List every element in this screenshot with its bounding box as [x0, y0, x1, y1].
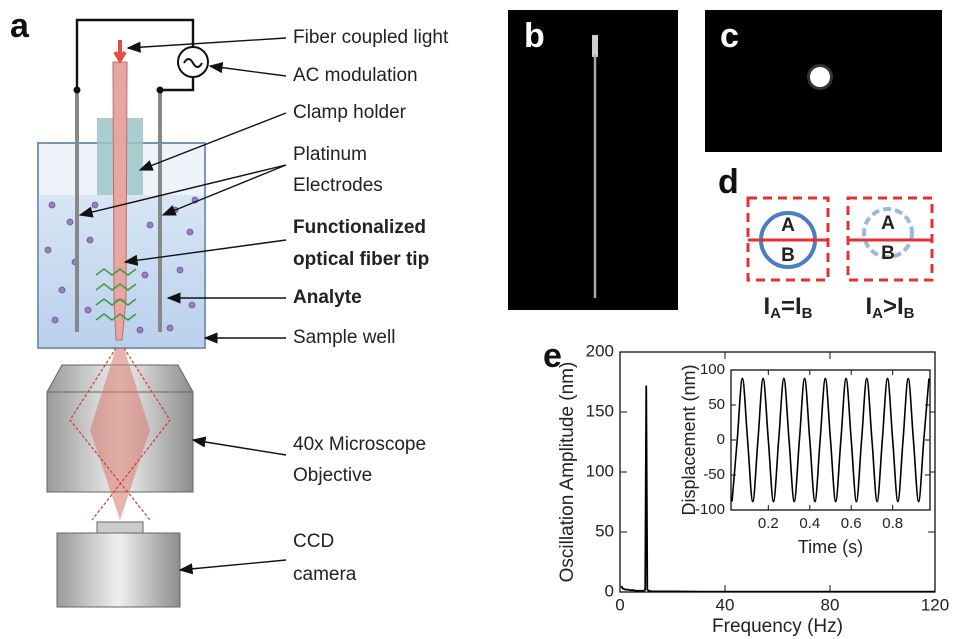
panel-label: a	[10, 7, 30, 45]
diagram-label: camera	[293, 564, 357, 585]
half-label: B	[781, 245, 795, 266]
quadrant-detector	[748, 198, 932, 280]
panel-label: b	[524, 17, 545, 55]
y-tick-label: -100	[695, 501, 725, 518]
label-part: I	[763, 293, 770, 320]
label-part: I	[865, 293, 872, 320]
setup-diagram	[38, 20, 208, 607]
x-tick-label: 0.2	[758, 515, 779, 532]
x-axis-label: Time (s)	[798, 537, 863, 557]
diagram-label: AC modulation	[293, 65, 418, 86]
diagram-label: Analyte	[293, 287, 362, 308]
half-label: B	[881, 243, 895, 264]
diagram-label: Clamp holder	[293, 102, 407, 123]
label-part: >I	[883, 293, 904, 320]
diagram-label: Fiber coupled light	[293, 27, 449, 48]
y-axis-label: Displacement (nm)	[679, 364, 699, 515]
diagram-label: optical fiber tip	[293, 249, 429, 270]
label-sub: B	[904, 305, 915, 322]
x-tick-label: 0.6	[841, 515, 862, 532]
diagram-label: Functionalized	[293, 217, 426, 238]
x-tick-label: 0.4	[799, 515, 820, 532]
diagram-label: Sample well	[293, 327, 395, 348]
x-tick-label: 0.8	[882, 515, 903, 532]
panel-label: d	[718, 163, 739, 201]
x-axis-label: Frequency (Hz)	[712, 616, 843, 637]
y-axis-label: Oscillation Amplitude (nm)	[557, 362, 578, 583]
diagram-label: Platinum	[293, 144, 367, 165]
label-sub: B	[802, 305, 813, 322]
y-tick-label: 0	[605, 581, 614, 600]
intensity-label: IA>IB	[865, 293, 914, 322]
half-label: A	[781, 215, 795, 236]
figure: Fiber coupled light AC modulation Clamp ho…	[0, 0, 961, 639]
y-tick-label: 100	[700, 361, 725, 378]
y-tick-label: 150	[586, 401, 614, 420]
label-sub: A	[770, 305, 781, 322]
x-tick-label: 80	[821, 595, 840, 614]
y-tick-label: 50	[708, 396, 725, 413]
y-tick-label: 50	[595, 521, 614, 540]
x-tick-label: 0	[615, 595, 624, 614]
diagram-labels: Fiber coupled light AC modulation Clamp ho…	[293, 27, 449, 585]
diagram-label: 40x Microscope	[293, 434, 426, 455]
label-sub: A	[872, 305, 883, 322]
y-tick-label: 100	[586, 461, 614, 480]
charts: 0 50 100 150 200 0 40 80 120 Frequency (Hz) Oscill…	[557, 341, 949, 637]
y-tick-label: 200	[586, 341, 614, 360]
y-tick-label: -50	[703, 466, 725, 483]
y-tick-label: 0	[717, 431, 725, 448]
diagram-label: Electrodes	[293, 175, 383, 196]
diagram-label: CCD	[293, 531, 334, 552]
panel-label: c	[720, 17, 739, 55]
x-tick-label: 40	[716, 595, 735, 614]
diagram-label: Objective	[293, 465, 372, 486]
label-part: =I	[781, 293, 802, 320]
x-tick-label: 120	[921, 595, 949, 614]
intensity-label: IA=IB	[763, 293, 812, 322]
half-label: A	[881, 213, 895, 234]
